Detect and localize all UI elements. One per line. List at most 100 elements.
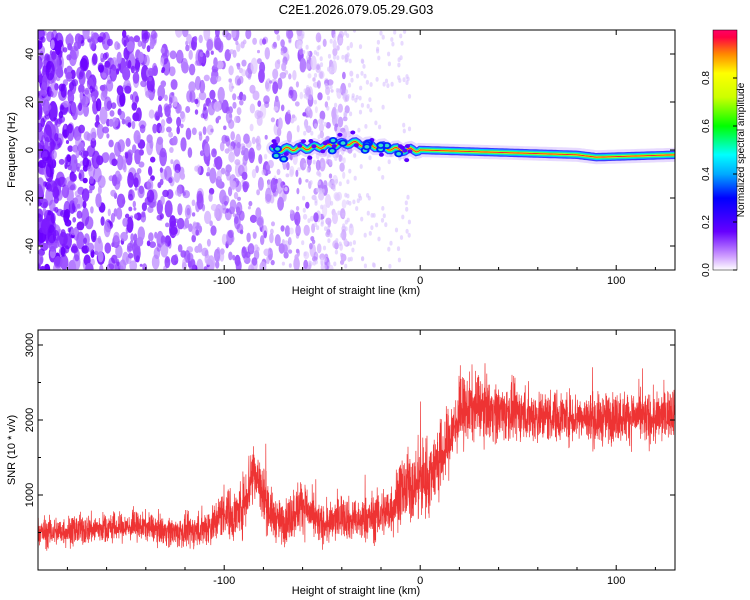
noise-speck (106, 38, 113, 47)
noise-speck (376, 46, 380, 52)
noise-speck (302, 213, 308, 220)
noise-speck (307, 86, 314, 101)
noise-speck (360, 216, 364, 222)
noise-speck (386, 83, 390, 88)
noise-speck (111, 102, 117, 109)
noise-speck (152, 123, 158, 134)
noise-speck (351, 247, 355, 253)
noise-speck (405, 80, 409, 85)
noise-speck (303, 259, 309, 269)
noise-speck (205, 135, 210, 142)
noise-speck (237, 196, 241, 201)
noise-speck (70, 101, 77, 114)
noise-speck (57, 118, 63, 125)
noise-speck (38, 199, 41, 206)
noise-speck (313, 50, 317, 55)
noise-speck (43, 115, 47, 123)
noise-speck (272, 81, 279, 94)
noise-speck (102, 126, 110, 134)
noise-speck (242, 39, 247, 45)
noise-speck (232, 213, 236, 217)
noise-speck (78, 124, 85, 134)
noise-speck (186, 33, 193, 44)
noise-speck (338, 88, 342, 94)
noise-speck (276, 168, 281, 176)
noise-speck (391, 41, 395, 47)
noise-speck (317, 92, 323, 101)
noise-speck (280, 104, 285, 112)
noise-speck (121, 118, 126, 125)
noise-speck (285, 30, 293, 40)
signal-blob-core (275, 147, 280, 151)
noise-speck (42, 99, 50, 115)
noise-speck (38, 102, 43, 120)
noise-speck (380, 217, 385, 223)
noise-speck (241, 69, 247, 77)
noise-speck (224, 208, 232, 221)
noise-speck (124, 152, 129, 159)
noise-speck (50, 39, 55, 50)
noise-speck (306, 85, 310, 90)
noise-speck (402, 128, 406, 134)
noise-speck (255, 165, 259, 174)
noise-speck (122, 217, 128, 227)
noise-speck (211, 148, 217, 158)
noise-speck (126, 41, 135, 52)
noise-speck (349, 241, 353, 247)
noise-speck (38, 254, 44, 265)
noise-speck (306, 168, 310, 173)
noise-speck (316, 243, 322, 254)
noise-speck (93, 167, 102, 183)
noise-speck (341, 54, 345, 60)
noise-speck (243, 133, 250, 144)
noise-speck (276, 127, 282, 137)
noise-speck (348, 168, 352, 174)
noise-speck (379, 30, 383, 36)
noise-speck (319, 56, 323, 62)
noise-speck (100, 91, 107, 101)
noise-speck (60, 83, 67, 98)
noise-speck (166, 116, 173, 124)
noise-speck (289, 227, 294, 235)
noise-speck (181, 61, 189, 74)
noise-speck (338, 181, 342, 187)
noise-speck (296, 125, 300, 133)
noise-speck (287, 109, 291, 114)
noise-speck (347, 147, 353, 154)
noise-speck (239, 99, 244, 106)
noise-speck (349, 70, 354, 77)
noise-speck (313, 251, 319, 261)
noise-speck (387, 51, 391, 57)
noise-speck (232, 93, 237, 101)
noise-speck (249, 214, 257, 223)
noise-speck (136, 236, 144, 247)
noise-speck (304, 124, 308, 130)
noise-speck (277, 77, 283, 90)
spectrogram-marks (38, 30, 675, 270)
noise-speck (264, 134, 268, 140)
noise-speck (328, 79, 334, 85)
noise-speck (317, 134, 321, 140)
noise-speck (40, 149, 51, 162)
colorbar-tick-label: 0.0 (701, 263, 712, 277)
noise-speck (393, 30, 397, 35)
noise-speck (235, 201, 243, 216)
x-tick-label: 100 (607, 275, 625, 287)
noise-speck (334, 179, 339, 184)
noise-speck (90, 206, 94, 214)
noise-speck (315, 159, 321, 171)
noise-speck (315, 152, 320, 160)
noise-speck (263, 95, 270, 105)
noise-speck (159, 125, 165, 134)
noise-speck (76, 163, 81, 169)
signal-blob (283, 152, 289, 156)
noise-speck (95, 114, 100, 124)
noise-speck (295, 81, 299, 88)
noise-speck (295, 206, 300, 211)
spectrogram-ylabel: Frequency (Hz) (6, 112, 18, 188)
noise-speck (258, 69, 265, 83)
noise-speck (210, 50, 214, 55)
noise-speck (195, 229, 199, 236)
noise-speck (65, 140, 70, 144)
noise-speck (46, 60, 52, 70)
